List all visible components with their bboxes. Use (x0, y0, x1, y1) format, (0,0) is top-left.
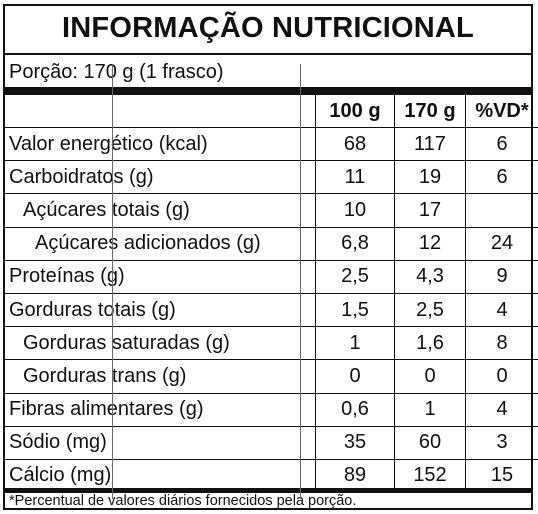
value-per-100g: 6,8 (315, 227, 395, 261)
value-per-portion: 152 (394, 459, 466, 493)
table-row: Carboidratos (g) 11 19 6 (5, 160, 538, 195)
nutrient-name: Gorduras saturadas (g) (5, 326, 316, 361)
portion-size: Porção: 170 g (1 frasco) (9, 61, 224, 83)
nutrient-name: Açúcares adicionados (g) (5, 227, 316, 261)
value-daily-percent: 6 (465, 127, 538, 162)
table-header-row: 100 g 170 g %VD* (5, 95, 538, 128)
nutrient-name: Gorduras trans (g) (5, 359, 316, 394)
nutrient-name: Carboidratos (g) (5, 160, 316, 195)
table-row: Cálcio (mg) 89 152 15 (5, 459, 538, 493)
value-per-100g: 1,5 (315, 293, 395, 328)
value-per-portion: 12 (394, 227, 466, 261)
value-per-100g: 89 (315, 459, 395, 493)
nutrient-name: Fibras alimentares (g) (5, 393, 316, 427)
fold-guide-line (300, 64, 301, 499)
table-row: Gorduras trans (g) 0 0 0 (5, 359, 538, 394)
value-daily-percent: 0 (465, 359, 538, 394)
value-daily-percent: 24 (465, 227, 538, 261)
value-per-portion: 1 (394, 393, 466, 427)
header-per-100g: 100 g (315, 95, 395, 128)
value-daily-percent: 9 (465, 260, 538, 294)
header-nutrient-cell (5, 95, 316, 128)
value-daily-percent: 15 (465, 459, 538, 493)
table-row: Gorduras saturadas (g) 1 1,6 8 (5, 326, 538, 361)
nutrient-name: Cálcio (mg) (9, 464, 112, 487)
table-row: Proteínas (g) 2,5 4,3 9 (5, 260, 538, 294)
value-daily-percent: 4 (465, 293, 538, 328)
table-row: Fibras alimentares (g) 0,6 1 4 (5, 393, 538, 427)
value-per-100g: 68 (315, 127, 395, 162)
nutrient-name: Sódio (mg) (5, 426, 316, 460)
value-per-100g: 0 (315, 359, 395, 394)
value-per-portion: 117 (394, 127, 466, 162)
value-per-100g: 11 (315, 160, 395, 195)
value-daily-percent (465, 193, 538, 228)
title-divider (5, 53, 531, 55)
footer-divider (5, 488, 531, 493)
nutrient-name: Açúcares totais (g) (5, 193, 316, 228)
header-daily-value: %VD* (465, 95, 538, 128)
footnote: *Percentual de valores diários fornecido… (9, 493, 357, 509)
table-row: Gorduras totais (g) 1,5 2,5 4 (5, 293, 538, 328)
value-per-portion: 1,6 (394, 326, 466, 361)
value-per-portion: 17 (394, 193, 466, 228)
nutrient-name: Valor energético (kcal) (5, 127, 316, 162)
value-daily-percent: 3 (465, 426, 538, 460)
nutrition-facts-panel: INFORMAÇÃO NUTRICIONAL Porção: 170 g (1 … (3, 4, 538, 510)
header-divider (5, 87, 531, 95)
value-daily-percent: 4 (465, 393, 538, 427)
fold-guide-line (112, 64, 113, 499)
nutrient-name: Proteínas (g) (5, 260, 316, 294)
value-per-100g: 10 (315, 193, 395, 228)
value-per-100g: 35 (315, 426, 395, 460)
value-per-100g: 1 (315, 326, 395, 361)
value-per-portion: 0 (394, 359, 466, 394)
value-per-portion: 2,5 (394, 293, 466, 328)
value-daily-percent: 8 (465, 326, 538, 361)
value-daily-percent: 6 (465, 160, 538, 195)
nutrition-table: 100 g 170 g %VD* Valor energético (kcal)… (5, 95, 538, 493)
table-body: Valor energético (kcal) 68 117 6 Carboidrato… (5, 127, 538, 493)
header-per-portion: 170 g (394, 95, 466, 128)
table-row: Açúcares adicionados (g) 6,8 12 24 (5, 227, 538, 261)
value-per-portion: 19 (394, 160, 466, 195)
table-row: Açúcares totais (g) 10 17 (5, 193, 538, 228)
label-title: INFORMAÇÃO NUTRICIONAL (62, 12, 474, 44)
value-per-100g: 2,5 (315, 260, 395, 294)
value-per-portion: 4,3 (394, 260, 466, 294)
value-per-portion: 60 (394, 426, 466, 460)
table-row: Valor energético (kcal) 68 117 6 (5, 127, 538, 162)
value-per-100g: 0,6 (315, 393, 395, 427)
nutrient-name: Gorduras totais (g) (5, 293, 316, 328)
table-row: Sódio (mg) 35 60 3 (5, 426, 538, 460)
